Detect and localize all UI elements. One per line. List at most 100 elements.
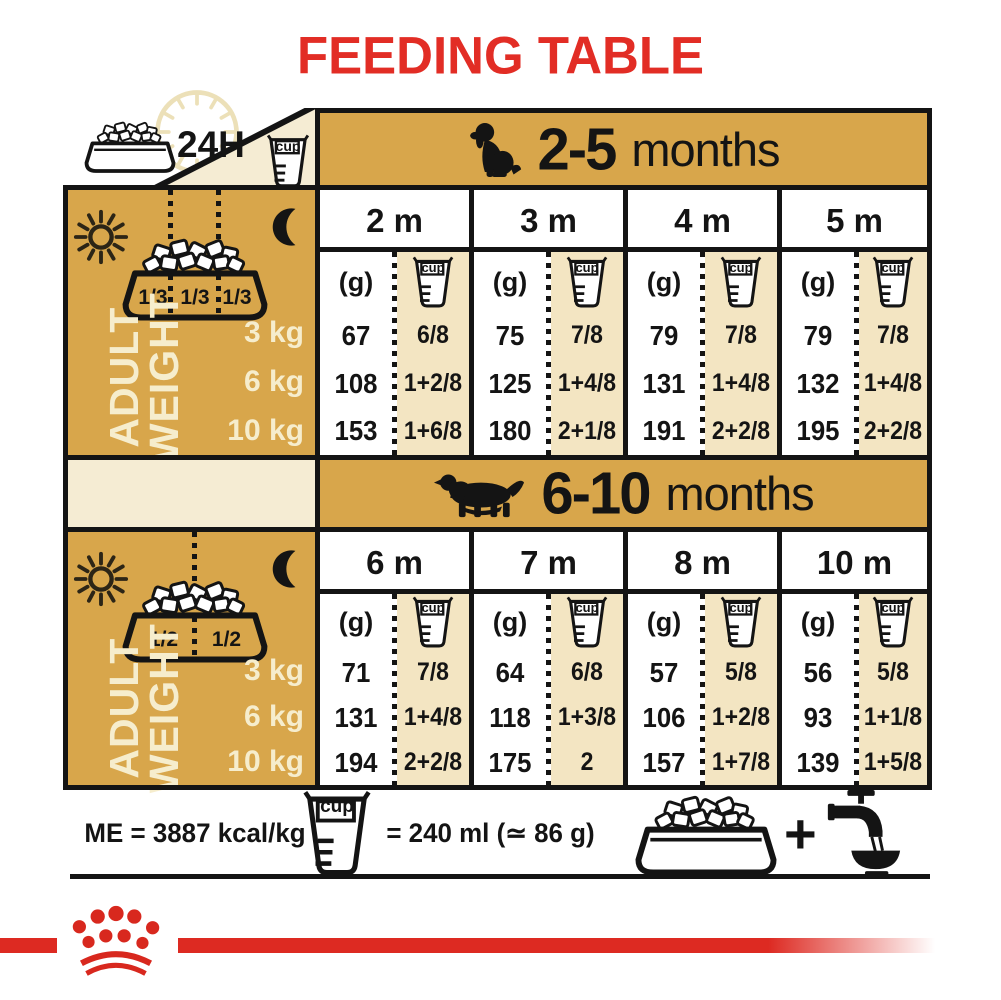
month-column: (g) 71 131 194 cup 7/8 1+4/8 2+2/8	[320, 594, 469, 785]
month-column: (g) 64 118 175 cup 6/8 1+3/8 2	[474, 594, 623, 785]
grams-value: 71	[341, 656, 371, 688]
section-2-data: (g) 71 131 194 cup 7/8 1+4/8 2+2/8 (g) 6…	[63, 594, 932, 785]
cups-value: 5/8	[725, 658, 757, 686]
cups-value: 2	[580, 748, 594, 776]
cup-icon: cup	[265, 134, 311, 188]
cups-value: 1+4/8	[557, 369, 617, 397]
cup-word: cup	[729, 599, 753, 615]
portion-bowl-icon: 1/2 1/2	[120, 578, 270, 666]
me-kcal-label: ME = 3887 kcal/kg	[84, 817, 306, 848]
cups-value: 7/8	[571, 321, 603, 350]
cup-icon: cup	[412, 256, 454, 308]
food-bowl-24h-icon	[83, 120, 177, 175]
section-1-age-band: 2-5 months	[315, 108, 932, 190]
dotted-divider	[700, 252, 705, 455]
cups-value: 1+2/8	[711, 703, 771, 731]
cup-equivalence-label: = 240 ml (≃ 86 g)	[386, 817, 595, 848]
month-header: 3 m	[474, 190, 623, 252]
age-range: 6-10	[541, 460, 651, 527]
portion-dotted-line	[192, 616, 197, 656]
cup-icon: cup	[566, 256, 608, 308]
table-border	[469, 532, 474, 785]
month-header: 7 m	[474, 532, 623, 594]
table-border	[623, 190, 628, 455]
cup-word: cup	[729, 259, 753, 275]
portion-dotted-line	[216, 190, 221, 240]
weight-label: 6 kg	[243, 364, 304, 398]
moon-icon	[270, 549, 310, 589]
cup-icon: cup	[872, 256, 914, 308]
cup-icon: cup	[300, 790, 374, 876]
cups-value: 2+2/8	[403, 748, 463, 776]
section-2-left-panel: 1/2 1/2 ADULT WEIGHT 3 kg 6 kg 10 kg	[68, 532, 315, 793]
cup-word: cup	[575, 599, 599, 615]
cups-value: 6/8	[417, 321, 449, 350]
table-border	[63, 185, 932, 190]
table-border	[63, 185, 68, 790]
bowl-fraction: 1/3	[138, 285, 168, 309]
table-border	[927, 108, 932, 790]
table-border	[315, 108, 320, 790]
age-range: 2-5	[537, 115, 618, 183]
cup-word: cup	[320, 796, 354, 818]
cups-value: 7/8	[877, 321, 909, 350]
bowl-fraction: 1/2	[148, 627, 179, 651]
food-bowl-icon	[633, 794, 779, 878]
cups-value: 1+3/8	[557, 703, 617, 731]
grams-value: 118	[489, 701, 531, 733]
cup-word: cup	[881, 259, 905, 275]
cups-value: 7/8	[725, 321, 757, 350]
dotted-divider	[854, 252, 859, 455]
grams-value: 57	[649, 656, 679, 688]
table-border	[777, 190, 782, 455]
cups-value: 2+2/8	[863, 416, 923, 445]
grams-value: 194	[334, 746, 378, 778]
grams-value: 191	[642, 415, 686, 447]
portion-dotted-line	[192, 532, 197, 582]
weight-label: 3 kg	[243, 653, 304, 687]
cups-value: 1+7/8	[711, 748, 771, 776]
dotted-divider	[546, 252, 551, 455]
cups-value: 7/8	[417, 658, 449, 686]
cup-word: cup	[275, 137, 301, 154]
portion-bowl-icon: 1/3 1/3 1/3	[120, 236, 270, 324]
grams-value: 175	[488, 746, 532, 778]
weight-label: 10 kg	[227, 413, 304, 447]
grams-unit-label: (g)	[800, 266, 836, 297]
grams-unit-label: (g)	[338, 266, 374, 297]
month-column: (g) 56 93 139 cup 5/8 1+1/8 1+5/8	[782, 594, 927, 785]
dotted-divider	[392, 594, 397, 785]
grams-unit-label: (g)	[492, 266, 528, 297]
grams-value: 153	[334, 415, 378, 447]
cups-value: 1+4/8	[403, 703, 463, 731]
table-border	[63, 527, 932, 532]
cups-value: 1+1/8	[863, 703, 923, 731]
month-column: (g) 79 132 195 cup 7/8 1+4/8 2+2/8	[782, 252, 927, 455]
month-header: 2 m	[320, 190, 469, 252]
month-header: 6 m	[320, 532, 469, 594]
brand-stripe	[0, 938, 57, 953]
grams-value: 139	[796, 746, 840, 778]
cup-word: cup	[421, 259, 445, 275]
cup-icon: cup	[872, 596, 914, 648]
page-title: FEEDING TABLE	[296, 25, 705, 86]
cup-word: cup	[881, 599, 905, 615]
feeding-table: 24H cup 2-5 months 2 m 3 m 4 m 5 m (g) 6…	[63, 108, 932, 793]
cup-icon: cup	[566, 596, 608, 648]
age-unit: months	[665, 467, 814, 520]
bowl-fraction: 1/2	[211, 627, 242, 651]
weight-label: 3 kg	[243, 315, 304, 349]
spacer-cell	[68, 455, 315, 532]
cups-value: 1+6/8	[403, 416, 463, 445]
cups-value: 2+1/8	[557, 416, 617, 445]
grams-value: 64	[495, 656, 525, 688]
grams-value: 56	[803, 656, 833, 688]
adult-weight-label: ADULT WEIGHT	[100, 623, 188, 793]
table-border	[623, 532, 628, 785]
grams-value: 180	[488, 415, 532, 447]
weight-rows: 3 kg 6 kg 10 kg	[204, 308, 308, 455]
grams-value: 195	[796, 415, 840, 447]
portion-dotted-line	[168, 190, 173, 240]
table-border	[777, 532, 782, 785]
